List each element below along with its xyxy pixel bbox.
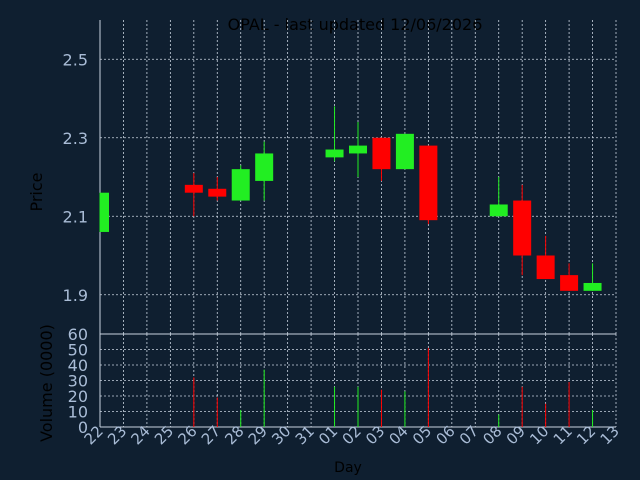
candle-body xyxy=(536,255,555,280)
x-tick-label: 08 xyxy=(479,422,505,448)
x-tick-label: 25 xyxy=(151,422,177,448)
price-grid xyxy=(99,20,617,427)
volume-tick-label: 20 xyxy=(68,387,88,406)
x-tick-label: 06 xyxy=(432,422,458,448)
volume-tick-label: 0 xyxy=(78,418,88,437)
candle-body xyxy=(255,153,274,181)
x-tick-label: 29 xyxy=(245,422,271,448)
x-tick-label: 10 xyxy=(526,422,552,448)
price-tick-label: 2.1 xyxy=(63,207,88,226)
x-tick-label: 01 xyxy=(315,422,341,448)
chart-title: OPAL - last updated 12/06/2026 xyxy=(228,15,483,34)
volume-bars xyxy=(193,347,594,427)
volume-tick-label: 50 xyxy=(68,341,88,360)
volume-tick-label: 60 xyxy=(68,325,88,344)
volume-tick-label: 30 xyxy=(68,372,88,391)
candle-body xyxy=(583,282,602,291)
price-tick-labels: 1.9 2.1 2.3 2.5 xyxy=(63,50,88,305)
x-tick-label: 27 xyxy=(198,422,224,448)
x-tick-label: 11 xyxy=(550,422,576,448)
candle-body xyxy=(349,145,367,154)
x-tick-label: 13 xyxy=(597,422,623,448)
candle-body xyxy=(395,133,414,170)
candle-body xyxy=(325,149,344,158)
x-tick-label: 03 xyxy=(362,422,388,448)
candle-body xyxy=(560,275,579,291)
volume-tick-label: 40 xyxy=(68,356,88,375)
x-tick-label: 31 xyxy=(292,422,318,448)
candle-body xyxy=(231,169,250,201)
x-tick-label: 30 xyxy=(268,422,294,448)
x-tick-label: 12 xyxy=(573,422,599,448)
volume-axis-label: Volume (0000) xyxy=(37,324,56,442)
x-tick-label: 24 xyxy=(128,422,154,448)
candles xyxy=(99,106,602,291)
candle-body xyxy=(184,184,203,193)
candle-body xyxy=(513,200,532,256)
candle-body xyxy=(100,192,109,232)
x-tick-label: 09 xyxy=(503,422,529,448)
x-tick-labels: 2223242526272829303101020304050607080910… xyxy=(81,422,623,448)
x-tick-label: 04 xyxy=(386,422,412,448)
x-tick-label: 02 xyxy=(339,422,365,448)
x-tick-label: 07 xyxy=(456,422,482,448)
x-tick-label: 26 xyxy=(174,422,200,448)
x-tick-label: 28 xyxy=(221,422,247,448)
candle-body xyxy=(419,145,438,221)
candle-body xyxy=(489,204,508,217)
candle-body xyxy=(372,137,391,170)
price-tick-label: 1.9 xyxy=(63,286,88,305)
volume-tick-label: 10 xyxy=(68,403,88,422)
x-axis-label: Day xyxy=(334,460,362,476)
x-tick-label: 23 xyxy=(104,422,130,448)
x-tick-label: 05 xyxy=(409,422,435,448)
candle-body xyxy=(208,188,227,197)
price-tick-label: 2.3 xyxy=(63,129,88,148)
price-axis-label: Price xyxy=(27,172,46,211)
price-tick-label: 2.5 xyxy=(63,50,88,69)
